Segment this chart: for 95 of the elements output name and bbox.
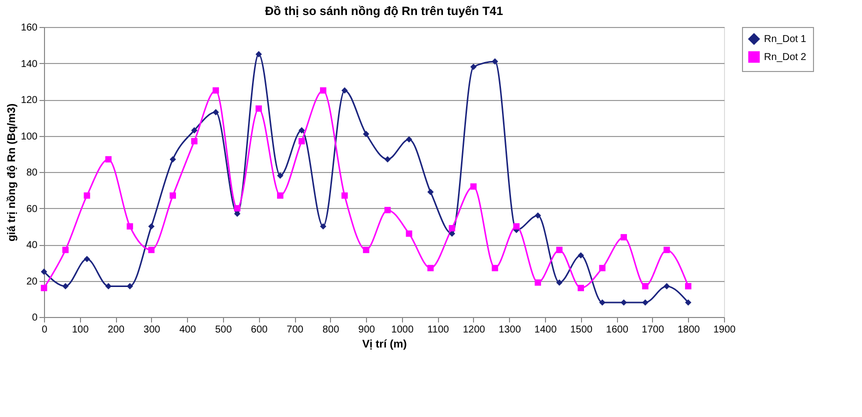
point xyxy=(341,87,348,94)
point xyxy=(620,299,627,306)
point xyxy=(105,156,112,162)
point xyxy=(277,172,284,179)
legend-label: Rn_Dot 2 xyxy=(764,52,807,63)
point xyxy=(470,64,477,70)
point xyxy=(384,156,391,162)
point xyxy=(513,223,520,230)
x-tick-label: 1300 xyxy=(498,324,522,336)
y-tick-label: 40 xyxy=(26,240,38,251)
point xyxy=(320,223,326,230)
point xyxy=(470,183,477,190)
y-tick-label: 80 xyxy=(26,168,38,178)
point xyxy=(599,264,606,272)
point xyxy=(492,264,498,272)
point xyxy=(234,205,240,212)
point xyxy=(191,138,198,144)
x-tick-label: 200 xyxy=(108,324,125,336)
point xyxy=(126,283,134,290)
y-tick-label: 20 xyxy=(26,276,38,288)
point xyxy=(406,230,412,237)
point xyxy=(534,279,542,286)
x-tick-label: 900 xyxy=(358,324,376,336)
y-tick-label: 120 xyxy=(20,95,38,106)
point xyxy=(148,246,155,254)
point xyxy=(599,299,606,306)
point xyxy=(556,246,563,254)
point xyxy=(84,256,90,262)
x-tick-label: 500 xyxy=(215,324,232,336)
chart-title: Đồ thị so sánh nồng độ Rn trên tuyến T41 xyxy=(264,4,504,18)
point xyxy=(492,58,498,65)
point xyxy=(448,225,456,232)
legend-label: Rn_Dot 1 xyxy=(764,34,807,45)
x-tick-label: 1400 xyxy=(534,324,558,336)
point xyxy=(362,130,370,138)
x-tick-label: 1600 xyxy=(606,324,629,336)
point xyxy=(685,299,692,306)
point xyxy=(212,109,219,116)
x-tick-label: 1700 xyxy=(642,324,664,336)
point xyxy=(40,268,48,275)
y-tick-label: 60 xyxy=(26,204,38,215)
x-tick-label: 1200 xyxy=(462,324,486,336)
point xyxy=(620,234,627,240)
point xyxy=(62,246,69,254)
y-tick-label: 140 xyxy=(20,58,38,70)
point xyxy=(256,105,262,112)
point xyxy=(642,283,648,290)
x-tick-label: 1000 xyxy=(391,324,414,336)
point xyxy=(40,284,48,292)
x-tick-label: 1100 xyxy=(427,324,450,336)
y-axis-title: giá trị nồng độ Rn (Bq/m3) xyxy=(6,103,18,242)
y-tick-label: 160 xyxy=(20,22,38,34)
point xyxy=(148,223,155,230)
x-tick-label: 400 xyxy=(179,324,196,336)
point xyxy=(298,127,305,134)
point xyxy=(556,279,563,286)
point xyxy=(384,206,391,214)
point xyxy=(256,51,262,58)
x-tick-label: 800 xyxy=(322,324,340,336)
point xyxy=(212,87,219,94)
x-tick-label: 300 xyxy=(144,324,161,336)
point xyxy=(341,192,348,199)
point xyxy=(578,284,584,292)
x-tick-label: 100 xyxy=(72,324,90,336)
point xyxy=(170,192,176,199)
x-tick-label: 0 xyxy=(42,324,48,336)
point xyxy=(298,138,305,144)
point xyxy=(277,192,284,199)
point xyxy=(362,246,370,254)
point xyxy=(427,264,434,272)
x-tick-label: 600 xyxy=(250,324,268,336)
point xyxy=(427,188,434,196)
point xyxy=(664,246,670,254)
point xyxy=(685,283,692,290)
point xyxy=(534,212,542,219)
point xyxy=(642,299,648,306)
x-tick-label: 1800 xyxy=(678,324,700,336)
point xyxy=(406,136,412,143)
y-tick-label: 0 xyxy=(32,312,38,324)
point xyxy=(320,87,326,94)
x-axis-title: Vị trí (m) xyxy=(362,338,408,350)
x-tick-label: 1500 xyxy=(570,324,593,336)
point xyxy=(126,223,134,230)
x-tick-label: 1900 xyxy=(713,324,736,336)
point xyxy=(664,283,670,290)
point xyxy=(84,192,90,199)
point xyxy=(170,156,176,162)
point xyxy=(448,230,456,237)
point xyxy=(234,210,240,217)
y-tick-label: 100 xyxy=(20,131,38,142)
x-tick-label: 700 xyxy=(286,324,304,336)
point xyxy=(62,283,69,290)
point xyxy=(191,127,198,134)
point xyxy=(105,283,112,290)
point xyxy=(578,252,584,259)
